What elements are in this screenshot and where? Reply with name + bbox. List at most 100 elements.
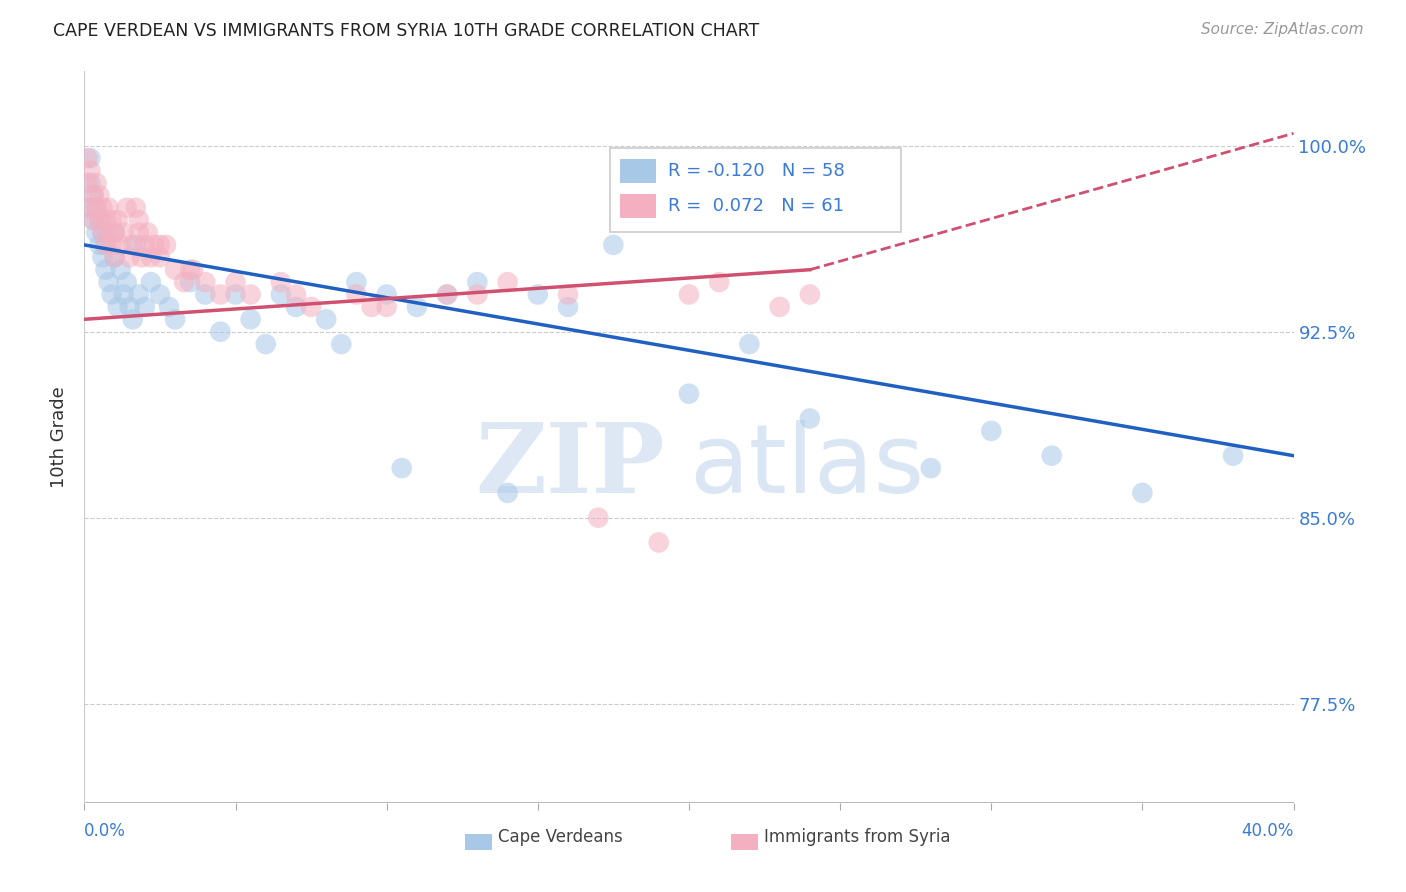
Point <box>557 287 579 301</box>
Point <box>406 300 429 314</box>
Point <box>79 176 101 190</box>
Point <box>118 250 141 264</box>
Point <box>209 325 232 339</box>
Point <box>86 201 108 215</box>
Point <box>360 300 382 314</box>
Point <box>467 287 489 301</box>
Point <box>104 250 127 264</box>
Point <box>76 176 98 190</box>
Point <box>139 250 162 264</box>
Point <box>165 312 187 326</box>
Point <box>118 300 141 314</box>
Point <box>100 238 122 252</box>
Point <box>346 287 368 301</box>
Text: 0.0%: 0.0% <box>84 822 127 839</box>
Point <box>496 275 519 289</box>
Point <box>527 287 550 301</box>
Point <box>270 287 292 301</box>
Point <box>89 238 111 252</box>
Point <box>104 226 127 240</box>
Point <box>76 201 98 215</box>
Point <box>436 287 458 301</box>
Text: 40.0%: 40.0% <box>1241 822 1294 839</box>
Point <box>134 238 156 252</box>
Point <box>134 300 156 314</box>
Point <box>121 238 143 252</box>
Point <box>94 262 117 277</box>
Point <box>239 287 262 301</box>
Point <box>110 262 132 277</box>
Point <box>648 535 671 549</box>
Point <box>1222 449 1244 463</box>
Point <box>89 213 111 227</box>
Point <box>112 226 135 240</box>
FancyBboxPatch shape <box>610 148 901 232</box>
Point <box>97 226 120 240</box>
Point <box>375 287 398 301</box>
Point <box>346 275 368 289</box>
Point <box>86 201 108 215</box>
Point <box>678 386 700 401</box>
Point <box>179 275 201 289</box>
Point <box>128 287 150 301</box>
Point <box>1040 449 1063 463</box>
Point <box>91 226 114 240</box>
Point <box>91 201 114 215</box>
Point <box>769 300 792 314</box>
Point <box>920 461 942 475</box>
Point <box>467 275 489 289</box>
Point <box>115 201 138 215</box>
Bar <box>465 834 492 850</box>
Point <box>496 486 519 500</box>
Point <box>79 151 101 165</box>
Point <box>738 337 761 351</box>
Bar <box>731 834 758 850</box>
Point <box>128 213 150 227</box>
Point <box>142 238 165 252</box>
Point <box>94 238 117 252</box>
Point <box>94 213 117 227</box>
Text: R = -0.120   N = 58: R = -0.120 N = 58 <box>668 162 845 180</box>
Point <box>709 275 731 289</box>
Point <box>82 213 104 227</box>
Point <box>128 226 150 240</box>
Point <box>179 262 201 277</box>
Point <box>155 238 177 252</box>
Point <box>194 275 217 289</box>
Point <box>104 250 127 264</box>
Point <box>149 238 172 252</box>
Point <box>678 287 700 301</box>
Bar <box>620 159 657 183</box>
Point <box>980 424 1002 438</box>
Point <box>436 287 458 301</box>
Point <box>165 262 187 277</box>
Text: atlas: atlas <box>689 420 924 513</box>
Point <box>270 275 292 289</box>
Point <box>82 188 104 202</box>
Point <box>225 287 247 301</box>
Point <box>149 287 172 301</box>
Point <box>115 275 138 289</box>
Point <box>139 275 162 289</box>
Point <box>94 238 117 252</box>
Point <box>194 287 217 301</box>
Point <box>110 238 132 252</box>
Point <box>82 188 104 202</box>
Text: Source: ZipAtlas.com: Source: ZipAtlas.com <box>1201 22 1364 37</box>
Text: R =  0.072   N = 61: R = 0.072 N = 61 <box>668 197 845 215</box>
Point <box>181 262 204 277</box>
Point <box>149 250 172 264</box>
Y-axis label: 10th Grade: 10th Grade <box>51 386 69 488</box>
Point <box>391 461 413 475</box>
Point <box>125 238 148 252</box>
Point <box>107 213 129 227</box>
Bar <box>620 194 657 219</box>
Point <box>91 250 114 264</box>
Point <box>330 337 353 351</box>
Point <box>112 287 135 301</box>
Point <box>375 300 398 314</box>
Point <box>89 213 111 227</box>
Text: ZIP: ZIP <box>475 419 665 513</box>
Point <box>1130 486 1153 500</box>
Point <box>799 411 821 425</box>
